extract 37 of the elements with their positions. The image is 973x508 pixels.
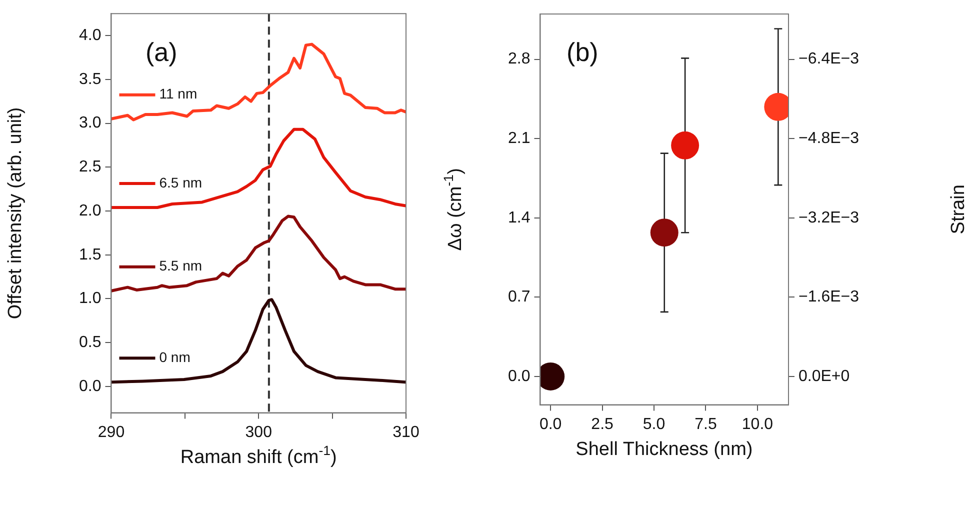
y-tick-label: 4.0 <box>78 26 102 44</box>
y2-tick-label: 0.0E+0 <box>798 368 850 385</box>
y2-tick-label: −4.8E−3 <box>798 130 860 148</box>
y-tick-label: 0.7 <box>508 288 530 306</box>
y-tick-label: 1.5 <box>78 246 102 264</box>
x-tick-label: 2.5 <box>591 416 614 433</box>
y2-axis-title: Strain <box>948 184 970 234</box>
y-axis-title: Offset intensity (arb. unit) <box>5 107 26 320</box>
x-tick-label: 5.0 <box>642 416 666 433</box>
y-tick-label: 0.5 <box>78 334 102 352</box>
y-tick-label: 0.0 <box>508 368 530 385</box>
y-tick-label: 3.0 <box>78 114 102 132</box>
x-tick-label: 10.0 <box>742 416 774 433</box>
annotation: (a) <box>145 36 178 67</box>
legend-label: 0 nm <box>159 348 190 365</box>
y2-tick-label: −1.6E−3 <box>798 288 860 306</box>
y-tick-label: 2.8 <box>508 50 530 68</box>
y2-tick-label: −3.2E−3 <box>798 209 860 226</box>
x-tick-label: 0.0 <box>539 416 562 433</box>
y-tick-label: 2.1 <box>508 130 530 148</box>
x-axis-title: Shell Thickness (nm) <box>576 439 753 460</box>
annotation: (b) <box>566 37 598 68</box>
y-tick-label: 0.0 <box>78 378 102 395</box>
y-tick-label: 3.5 <box>78 70 102 88</box>
x-tick-label: 290 <box>98 424 125 441</box>
y-tick-label: 1.4 <box>508 209 530 226</box>
y-tick-label: 2.0 <box>78 202 102 220</box>
x-tick-label: 300 <box>245 424 272 441</box>
y-tick-label: 1.0 <box>78 290 102 308</box>
x-tick-label: 7.5 <box>694 416 717 433</box>
legend-label: 6.5 nm <box>159 174 202 190</box>
legend-label: 5.5 nm <box>159 258 202 274</box>
y-axis-title: Δω (cm-1) <box>441 168 466 251</box>
legend-label: 11 nm <box>159 86 198 102</box>
x-tick-label: 310 <box>392 424 420 441</box>
y2-tick-label: −6.4E−3 <box>798 50 860 68</box>
y-tick-label: 2.5 <box>78 158 102 176</box>
